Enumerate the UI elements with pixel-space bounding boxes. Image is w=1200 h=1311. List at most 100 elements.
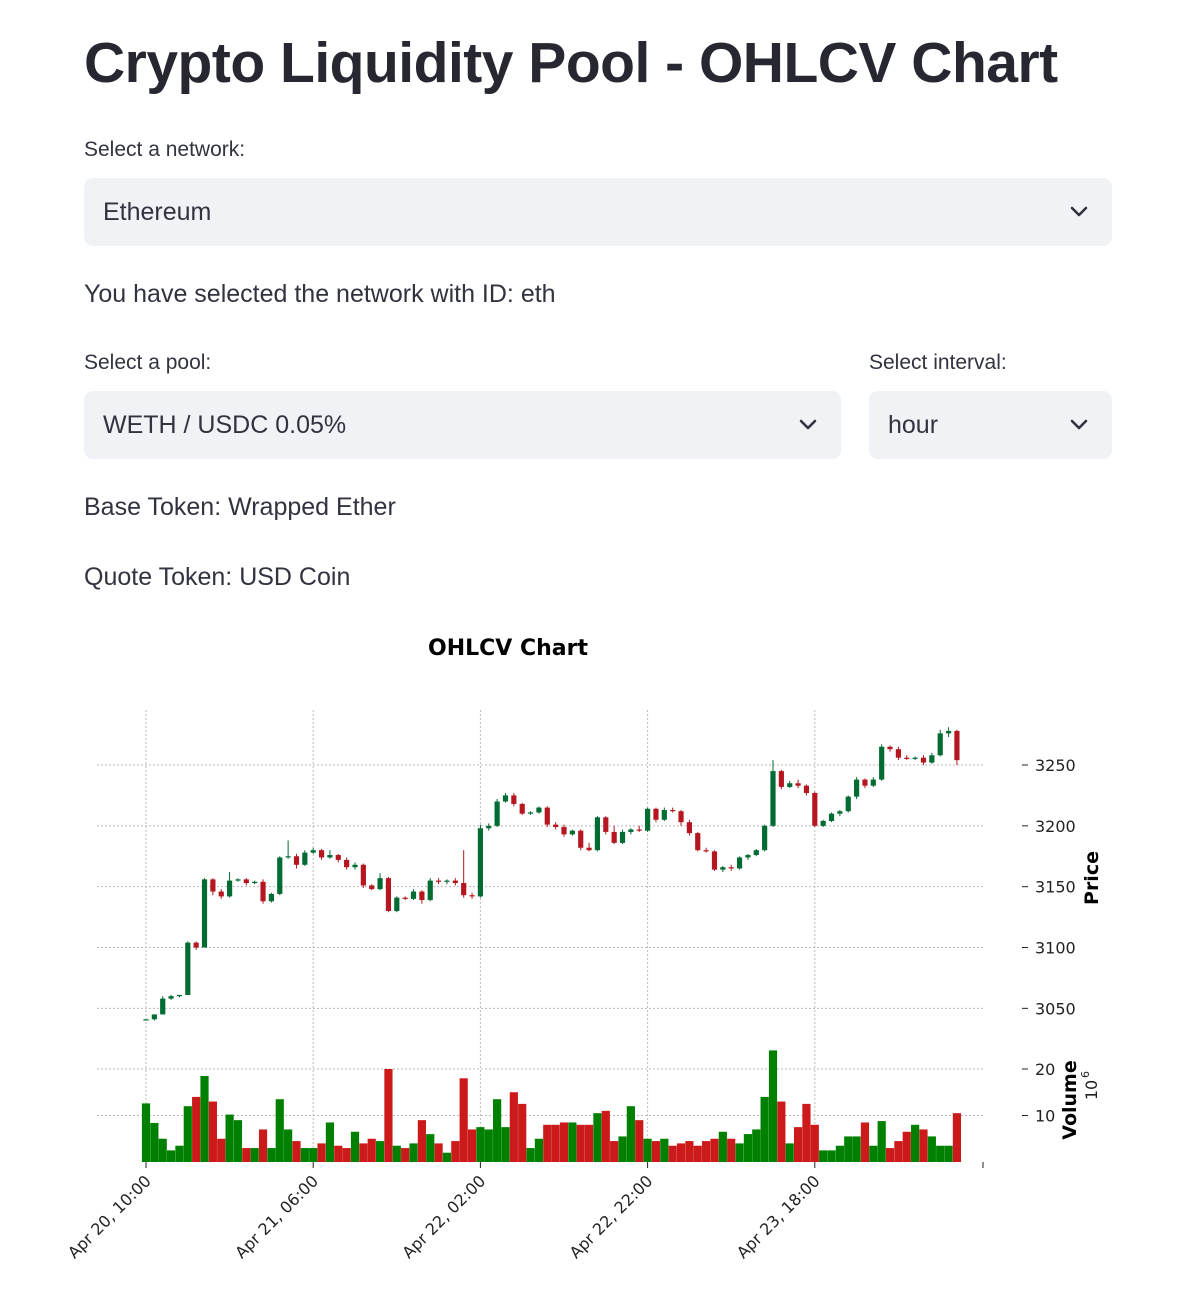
candle-body: [486, 825, 492, 829]
volume-bar: [192, 1096, 201, 1162]
ohlcv-chart: OHLCV Chart 3050 3100 3150 3200 3250 10 20 Apr …: [64, 636, 1103, 1262]
volume-bar: [551, 1124, 560, 1162]
candle-body: [879, 746, 885, 780]
chevron-down-icon[interactable]: [797, 414, 819, 436]
candle-body: [285, 856, 291, 858]
volume-bar: [911, 1124, 920, 1162]
candle-body: [787, 783, 793, 787]
volume-bar: [451, 1141, 460, 1162]
volume-bar: [743, 1134, 753, 1162]
candle-body: [929, 755, 935, 763]
candle-body: [803, 785, 810, 793]
candle-body: [477, 828, 483, 897]
time-tick-label: Apr 21, 06:00: [231, 1171, 322, 1262]
candle-body: [410, 891, 417, 899]
volume-bar: [267, 1148, 276, 1162]
volume-bar: [877, 1121, 886, 1162]
quote-token-text: Quote Token: USD Coin: [84, 563, 351, 591]
volume-bar: [300, 1148, 309, 1162]
candle-body: [937, 733, 943, 756]
candle-body: [753, 850, 759, 856]
volume-bar: [342, 1148, 351, 1162]
volume-bar: [710, 1138, 719, 1162]
candle-body: [302, 852, 308, 865]
volume-bar: [810, 1124, 819, 1162]
volume-bar: [401, 1148, 410, 1162]
pool-select[interactable]: WETH / USDC 0.05%: [84, 391, 841, 459]
candle-body: [645, 808, 651, 831]
volume-bar: [768, 1050, 778, 1162]
candle-body: [619, 831, 626, 843]
candle-body: [603, 817, 609, 832]
candle-body: [176, 994, 183, 997]
candle-body: [678, 811, 684, 823]
chevron-down-icon[interactable]: [1068, 201, 1090, 223]
network-selected-text: You have selected the network with ID: e…: [84, 280, 556, 308]
volume-bar: [526, 1148, 535, 1162]
chevron-down-icon[interactable]: [1068, 414, 1090, 436]
volume-bar: [225, 1114, 234, 1162]
volume-bar: [350, 1131, 360, 1162]
candle-body: [887, 746, 893, 750]
candle-body: [243, 879, 249, 884]
network-select[interactable]: Ethereum: [84, 178, 1112, 246]
time-tick-label: Apr 20, 10:00: [64, 1171, 155, 1262]
candle-body: [578, 830, 584, 848]
volume-tick-label: 10: [1035, 1107, 1055, 1126]
candle-body: [469, 895, 475, 897]
candle-body: [736, 857, 743, 869]
candle-body: [519, 803, 525, 814]
candle-body: [628, 829, 634, 832]
candle-body: [862, 779, 868, 786]
candle-body: [812, 792, 818, 826]
price-tick-label: 3150: [1035, 878, 1076, 897]
candle-body: [912, 757, 918, 759]
candle-body: [419, 891, 425, 901]
volume-bar: [158, 1138, 167, 1162]
candle-body: [452, 880, 458, 884]
candle-body: [352, 864, 358, 868]
volume-bar: [509, 1092, 518, 1162]
volume-bar: [317, 1143, 326, 1162]
volume-bar: [927, 1136, 936, 1162]
volume-bar: [802, 1103, 811, 1162]
volume-bar: [417, 1120, 426, 1162]
candle-body: [778, 771, 784, 787]
volume-bar: [518, 1103, 527, 1162]
candle-body: [160, 998, 166, 1015]
volume-bar: [919, 1129, 928, 1162]
volume-bar: [392, 1145, 401, 1162]
volume-bar: [568, 1122, 577, 1162]
candle-body: [527, 812, 534, 814]
candle-body: [218, 891, 224, 897]
candle-body: [494, 801, 500, 826]
volume-bar: [476, 1127, 485, 1162]
volume-bars: [141, 1050, 962, 1162]
candle-body: [920, 757, 927, 763]
candle-body: [544, 807, 550, 825]
candle-body: [720, 867, 726, 870]
candle-body: [143, 1019, 149, 1021]
volume-bar: [668, 1145, 677, 1162]
candle-body: [268, 893, 274, 902]
volume-bar: [543, 1124, 552, 1162]
volume-bar: [718, 1131, 727, 1162]
network-select-label: Select a network:: [84, 138, 246, 161]
candle-body: [569, 830, 575, 835]
candle-body: [235, 879, 241, 881]
volume-bar: [384, 1069, 393, 1162]
volume-bar: [785, 1143, 794, 1162]
candle-body: [728, 867, 734, 869]
volume-bar: [292, 1141, 301, 1162]
interval-select[interactable]: hour: [869, 391, 1112, 459]
chart-grid: [97, 710, 983, 1162]
pool-select-label: Select a pool:: [84, 351, 212, 374]
price-tick-label: 3100: [1035, 939, 1076, 958]
volume-scale-base: 10: [1082, 1080, 1101, 1100]
candle-body: [385, 878, 392, 912]
network-select-value: Ethereum: [103, 197, 212, 226]
candle-body: [436, 880, 442, 882]
candle-body: [369, 885, 375, 890]
candle-body: [670, 810, 676, 812]
volume-bar: [309, 1148, 318, 1162]
